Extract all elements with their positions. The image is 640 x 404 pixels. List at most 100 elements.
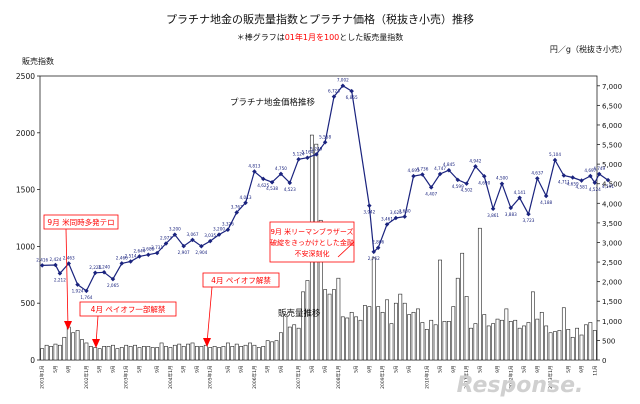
price-label: 3,035 (204, 233, 216, 238)
sales-bar (380, 311, 385, 361)
price-label: 5,104 (549, 152, 561, 157)
x-tick-label: 9月 (110, 366, 116, 373)
sales-bar (464, 296, 469, 361)
sales-bar (181, 346, 186, 361)
price-point (269, 179, 275, 185)
sales-bar (526, 322, 531, 361)
price-point (75, 282, 80, 287)
price-label: 1,764 (80, 295, 92, 300)
left-tick-label: 1000 (16, 242, 35, 251)
sales-bar (323, 289, 328, 361)
price-label: 5,249 (310, 146, 322, 151)
sales-bar (155, 347, 160, 361)
sales-bar (588, 322, 593, 361)
sales-bar (230, 346, 235, 361)
sales-bar (172, 344, 177, 361)
price-label: 4,711 (558, 179, 570, 184)
price-label: 3,660 (399, 209, 411, 214)
sales-bar (477, 227, 482, 361)
x-tick-label: 9月 (367, 366, 373, 373)
price-label: 3,067 (187, 232, 199, 237)
svg-text:4月 ペイオフ解禁: 4月 ペイオフ解禁 (211, 275, 271, 285)
sales-bar (358, 319, 363, 361)
sales-bar (442, 321, 447, 361)
sales-bar (371, 257, 376, 361)
left-tick-label: 1500 (16, 186, 35, 195)
x-tick-label: 9月 (407, 366, 413, 373)
sales-bar (486, 325, 491, 361)
sales-bar (208, 347, 213, 361)
x-tick-label: 9月 (535, 366, 541, 373)
sales-bar (133, 344, 137, 361)
price-label: 4,591 (602, 184, 614, 189)
sales-bar (186, 343, 190, 361)
sales-bar (513, 319, 518, 361)
sales-bar (137, 347, 142, 361)
sales-bar (292, 324, 297, 361)
sales-bar (190, 342, 195, 361)
sales-bar (225, 342, 230, 361)
svg-text:4月 ペイオフ一部解禁: 4月 ペイオフ一部解禁 (91, 304, 166, 314)
sales-bar (119, 347, 124, 361)
sales-bar (517, 327, 522, 361)
price-point (420, 172, 425, 177)
right-tick-label: 3,500 (602, 220, 622, 228)
price-label: 6,723 (328, 89, 340, 94)
x-tick-label: 2001年1月 (39, 366, 46, 389)
price-label: 5,124 (293, 151, 305, 156)
sales-bar (44, 344, 49, 361)
sales-bar (195, 346, 199, 361)
sales-bar (429, 319, 434, 361)
sales-bar (199, 346, 204, 361)
price-label: 4,500 (496, 176, 508, 181)
sales-bar (535, 318, 540, 361)
left-tick-label: 2000 (16, 129, 35, 138)
price-label: 2,240 (98, 264, 110, 269)
sales-bar (548, 332, 553, 361)
price-label: 4,637 (531, 170, 543, 175)
sales-bar (424, 329, 429, 361)
x-tick-label: 5月 (438, 366, 444, 373)
x-tick-label: 5月 (265, 366, 271, 373)
right-tick-label: 5,500 (602, 142, 622, 150)
sales-bar (327, 293, 332, 361)
price-label: 4,581 (576, 185, 588, 190)
price-label: 2,065 (107, 283, 119, 288)
price-label: 7,002 (337, 78, 349, 83)
subtitle-part-1: ＊棒グラフは (237, 32, 285, 42)
price-label: 3,942 (363, 210, 375, 215)
price-point (128, 259, 133, 264)
svg-text:不安深刻化: 不安深刻化 (295, 249, 330, 258)
sales-bar (455, 277, 460, 361)
sales-bar (49, 346, 53, 361)
sales-bar (402, 302, 407, 361)
x-tick-label: 5月 (97, 366, 103, 373)
price-label: 4,750 (275, 166, 287, 171)
sales-bar (482, 314, 487, 361)
sales-bar (124, 344, 129, 361)
price-point (371, 249, 377, 255)
x-tick-label: 5月 (181, 366, 187, 373)
sales-bar (495, 318, 500, 361)
sales-bar (150, 347, 155, 361)
sales-bar (566, 329, 571, 361)
annotation-payoff-partial: 4月 ペイオフ一部解禁 (79, 301, 177, 348)
price-label: 4,188 (540, 200, 552, 205)
price-label: 3,723 (522, 218, 534, 223)
x-tick-label: 5月 (53, 366, 59, 373)
right-tick-label: 6,000 (602, 122, 622, 130)
sales-bar (385, 299, 389, 361)
price-point (314, 152, 319, 157)
sales-bar (389, 323, 394, 361)
price-label: 4,538 (266, 186, 278, 191)
sales-bars (40, 134, 597, 361)
x-tick-label: 2006年1月 (251, 366, 258, 389)
sales-bar (579, 334, 584, 361)
sales-bar (141, 346, 146, 361)
sales-bar (75, 330, 80, 361)
price-label: 4,845 (443, 162, 455, 167)
svg-text:9月 米リーマンブラザーズ: 9月 米リーマンブラザーズ (270, 227, 353, 236)
right-tick-label: 1,000 (602, 318, 622, 326)
sales-bar (301, 291, 305, 361)
price-label: 2,688 (142, 247, 154, 252)
